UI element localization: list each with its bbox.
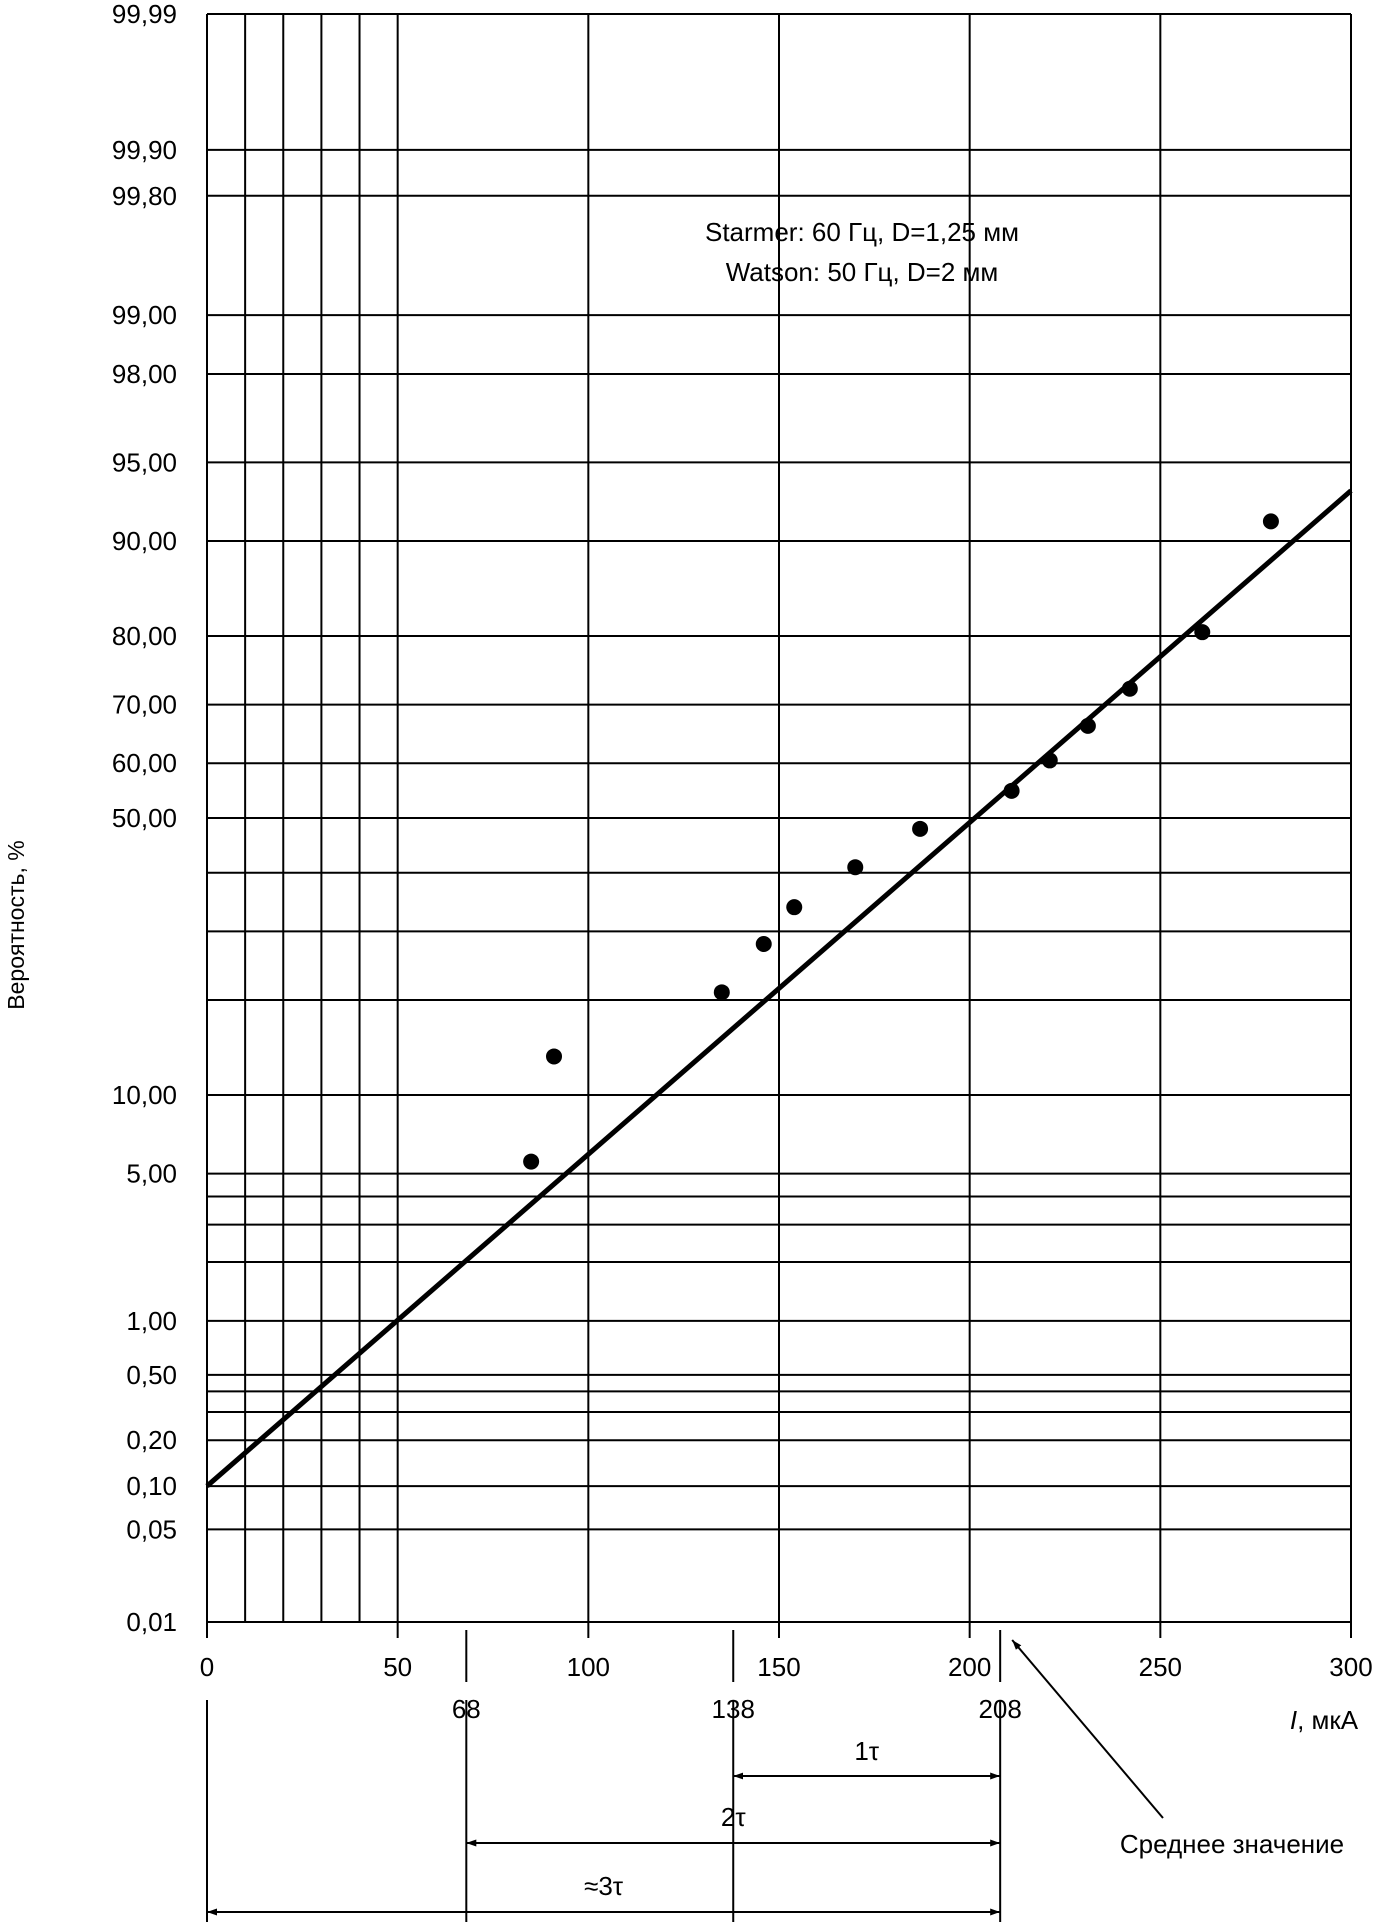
y-tick-label: 60,00 <box>112 748 177 778</box>
y-tick-label: 1,00 <box>126 1306 177 1336</box>
data-points <box>523 513 1279 1170</box>
y-tick-label: 90,00 <box>112 526 177 556</box>
x-tick-label: 300 <box>1329 1652 1372 1682</box>
data-point <box>1194 624 1211 641</box>
data-point <box>1079 717 1096 734</box>
y-tick-label: 10,00 <box>112 1080 177 1110</box>
tau-spans: 1τ 2τ ≈3τ <box>206 1639 1164 1922</box>
span-label: ≈3τ <box>584 1871 624 1901</box>
x-tick-label: 0 <box>200 1652 214 1682</box>
y-tick-label: 99,99 <box>112 0 177 29</box>
y-tick-label: 99,80 <box>112 181 177 211</box>
x-axis-label: I, мкА <box>1290 1705 1359 1735</box>
data-point <box>912 820 929 837</box>
data-point <box>1003 782 1020 799</box>
data-point <box>755 936 772 953</box>
data-point <box>1041 752 1058 769</box>
y-tick-label: 0,50 <box>126 1360 177 1390</box>
data-point <box>523 1153 540 1170</box>
y-tick-label: 99,00 <box>112 300 177 330</box>
x-tick-label: 100 <box>567 1652 610 1682</box>
data-point <box>713 984 730 1001</box>
x-tick-label: 200 <box>948 1652 991 1682</box>
data-point <box>847 859 864 876</box>
y-tick-label: 0,10 <box>126 1471 177 1501</box>
span-label: 1τ <box>854 1736 879 1766</box>
y-axis-label: Вероятность, % <box>3 840 29 1009</box>
x-tick-label: 50 <box>383 1652 412 1682</box>
y-tick-labels: 99,99 99,90 99,80 99,00 98,00 95,00 90,00 80,00… <box>112 0 177 1637</box>
y-tick-label: 95,00 <box>112 447 177 477</box>
y-tick-label: 80,00 <box>112 621 177 651</box>
y-tick-label: 99,90 <box>112 135 177 165</box>
x-tick-label: 250 <box>1139 1652 1182 1682</box>
legend-line-1: Starmer: 60 Гц, D=1,25 мм <box>705 217 1019 247</box>
legend-line-2: Watson: 50 Гц, D=2 мм <box>726 257 999 287</box>
fit-line-segment <box>205 488 1353 1488</box>
grid <box>206 13 1352 1623</box>
span-label: 2τ <box>721 1802 746 1832</box>
data-point <box>786 899 803 916</box>
x-tick-label: 150 <box>757 1652 800 1682</box>
y-tick-label: 0,20 <box>126 1425 177 1455</box>
y-tick-label: 50,00 <box>112 803 177 833</box>
y-tick-label: 0,01 <box>126 1607 177 1637</box>
y-tick-label: 5,00 <box>126 1159 177 1189</box>
y-tick-label: 0,05 <box>126 1514 177 1544</box>
mean-value-label: Среднее значение <box>1120 1829 1344 1859</box>
data-point <box>1121 680 1138 697</box>
y-tick-label: 98,00 <box>112 359 177 389</box>
fit-line <box>205 488 1353 1488</box>
mean-value-arrow <box>1011 1639 1164 1819</box>
data-point <box>546 1048 563 1065</box>
y-tick-label: 70,00 <box>112 690 177 720</box>
data-point <box>1262 513 1279 530</box>
